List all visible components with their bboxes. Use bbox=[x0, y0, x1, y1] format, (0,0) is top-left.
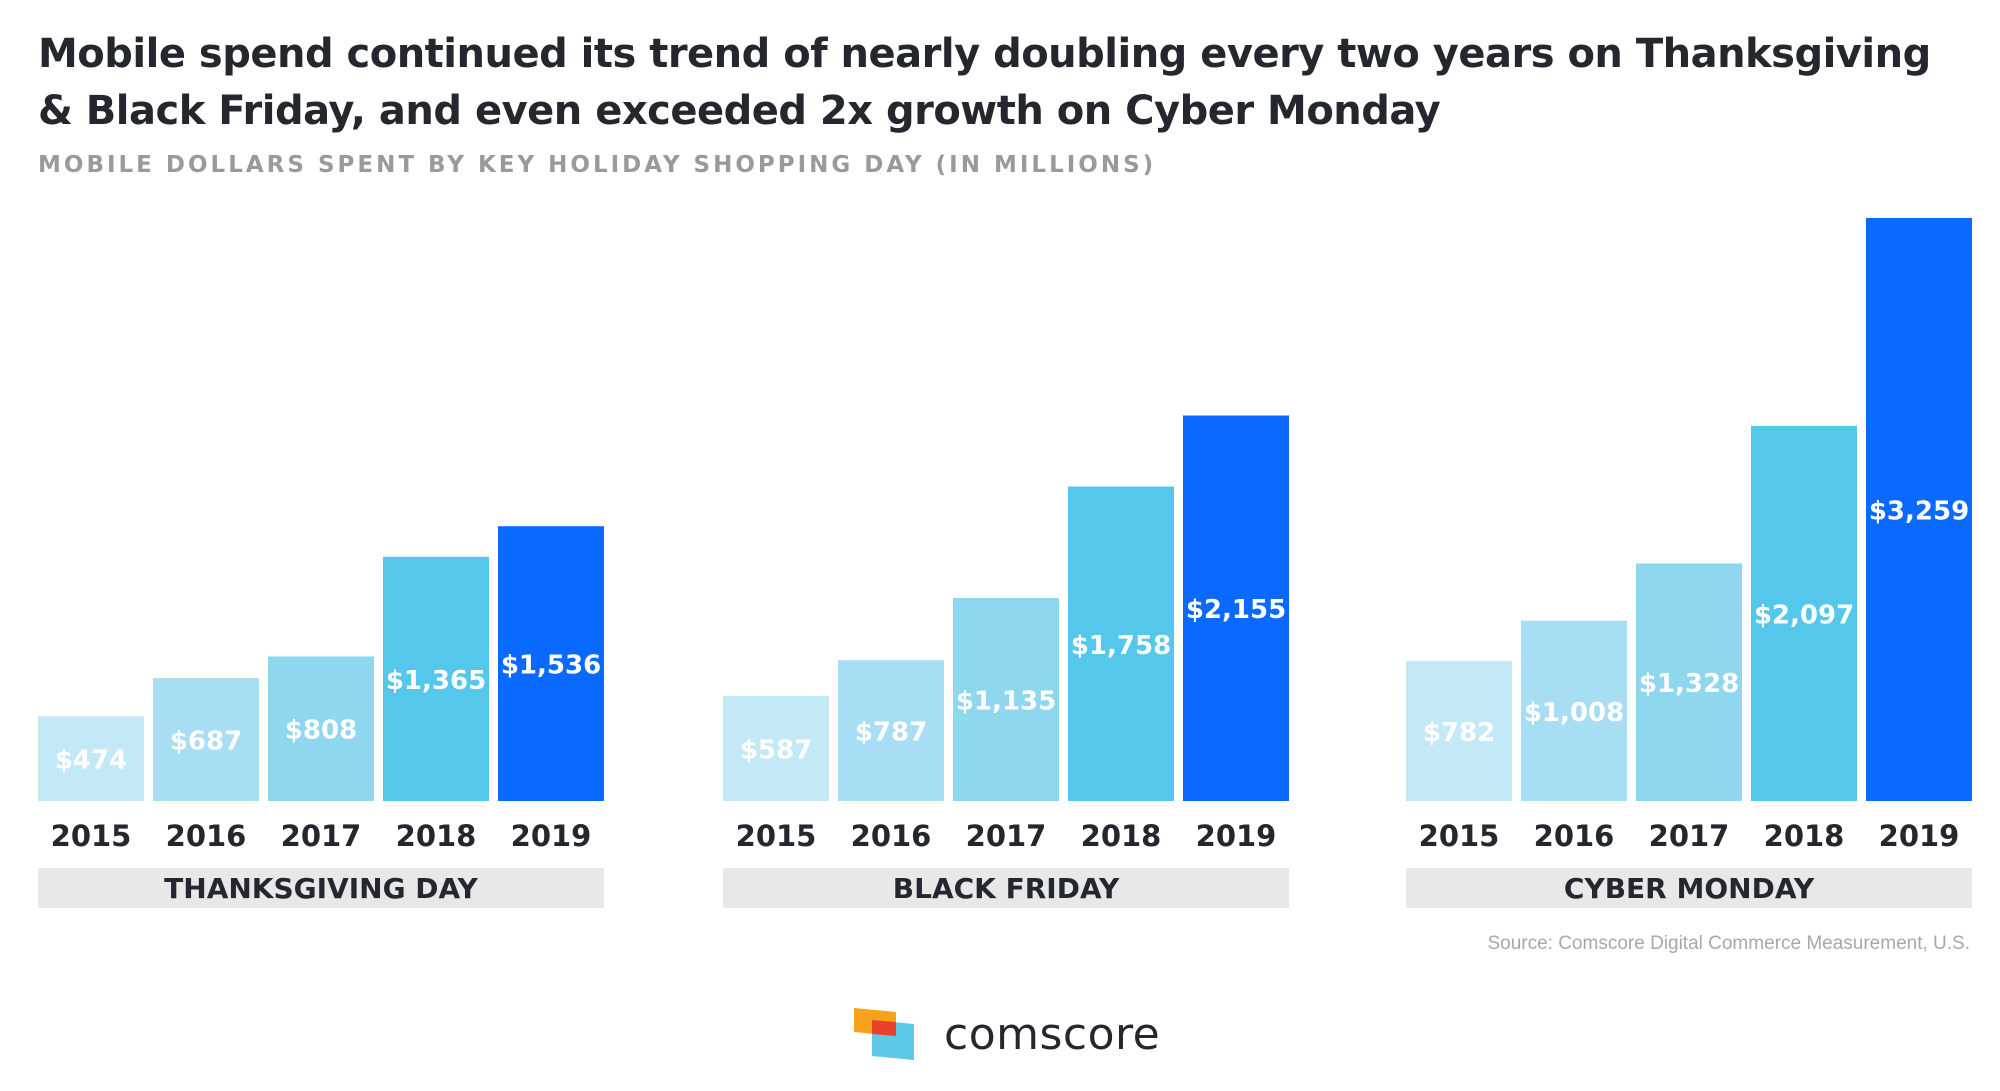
x-tick-label: 2017 bbox=[281, 819, 362, 853]
bar-2015 bbox=[1406, 661, 1512, 801]
bar-value-label: $808 bbox=[285, 716, 357, 746]
comscore-logo-icon bbox=[854, 1008, 914, 1060]
x-tick-label: 2018 bbox=[1081, 819, 1162, 853]
chart-title-line-2: & Black Friday, and even exceeded 2x gro… bbox=[38, 88, 1441, 134]
x-tick-label: 2016 bbox=[166, 819, 247, 853]
bar-value-label: $687 bbox=[170, 727, 242, 757]
x-tick-label: 2018 bbox=[396, 819, 477, 853]
bar-value-label: $1,365 bbox=[386, 666, 486, 696]
bar-2017 bbox=[268, 656, 374, 801]
bar-value-label: $3,259 bbox=[1869, 497, 1969, 527]
comscore-logo-name: comscore bbox=[944, 1008, 1161, 1060]
bar-value-label: $1,536 bbox=[501, 651, 601, 681]
x-tick-label: 2017 bbox=[966, 819, 1047, 853]
bar-2016 bbox=[1521, 620, 1627, 801]
group-label: THANKSGIVING DAY bbox=[164, 872, 478, 905]
x-tick-label: 2016 bbox=[851, 819, 932, 853]
bar-2019 bbox=[1183, 415, 1289, 801]
x-tick-label: 2015 bbox=[1419, 819, 1500, 853]
bar-2017 bbox=[1636, 563, 1742, 801]
bar-2015 bbox=[723, 695, 829, 801]
bar-2017 bbox=[953, 597, 1059, 801]
bar-group-black-friday: $587 2015 $787 2016 $1,135 2017 $1,758 2018 $2,1… bbox=[723, 415, 1289, 908]
x-tick-label: 2015 bbox=[736, 819, 817, 853]
bar-2016 bbox=[838, 660, 944, 801]
bar-2019 bbox=[498, 526, 604, 801]
group-label: BLACK FRIDAY bbox=[893, 872, 1120, 905]
bar-value-label: $1,008 bbox=[1524, 698, 1624, 728]
bar-2019 bbox=[1866, 218, 1972, 801]
source-note: Source: Comscore Digital Commerce Measur… bbox=[1487, 933, 1970, 954]
bar-2018 bbox=[1751, 425, 1857, 801]
bar-value-label: $1,328 bbox=[1639, 669, 1739, 699]
bar-value-label: $1,758 bbox=[1071, 631, 1171, 661]
bar-2015 bbox=[38, 716, 144, 801]
chart-title-line-1: Mobile spend continued its trend of near… bbox=[38, 31, 1931, 77]
bar-value-label: $474 bbox=[55, 746, 127, 776]
x-tick-label: 2017 bbox=[1649, 819, 1730, 853]
bar-value-label: $2,155 bbox=[1186, 595, 1286, 625]
bar-group-cyber-monday: $782 2015 $1,008 2016 $1,328 2017 $2,097 2018 $3… bbox=[1406, 218, 1972, 908]
bar-2018 bbox=[1068, 486, 1174, 801]
group-label-band bbox=[38, 868, 604, 908]
bar-2016 bbox=[153, 678, 259, 801]
bar-group-thanksgiving-day: $474 2015 $687 2016 $808 2017 $1,365 2018 $1,536… bbox=[38, 526, 604, 908]
bar-value-label: $787 bbox=[855, 718, 927, 748]
x-tick-label: 2019 bbox=[1196, 819, 1277, 853]
x-tick-label: 2016 bbox=[1534, 819, 1615, 853]
x-tick-label: 2019 bbox=[1879, 819, 1960, 853]
comscore-logo: comscore bbox=[852, 1006, 1160, 1062]
group-label-band bbox=[723, 868, 1289, 908]
x-tick-label: 2015 bbox=[51, 819, 132, 853]
group-label-band bbox=[1406, 868, 1972, 908]
bar-value-label: $2,097 bbox=[1754, 600, 1854, 630]
x-tick-label: 2019 bbox=[511, 819, 592, 853]
group-label: CYBER MONDAY bbox=[1564, 872, 1815, 905]
chart-subtitle: MOBILE DOLLARS SPENT BY KEY HOLIDAY SHOP… bbox=[38, 152, 1157, 178]
bar-value-label: $587 bbox=[740, 735, 812, 765]
x-tick-label: 2018 bbox=[1764, 819, 1845, 853]
bar-value-label: $1,135 bbox=[956, 686, 1056, 716]
chart-title: Mobile spend continued its trend of near… bbox=[38, 26, 1938, 140]
bar-value-label: $782 bbox=[1423, 718, 1495, 748]
bar-2018 bbox=[383, 556, 489, 801]
